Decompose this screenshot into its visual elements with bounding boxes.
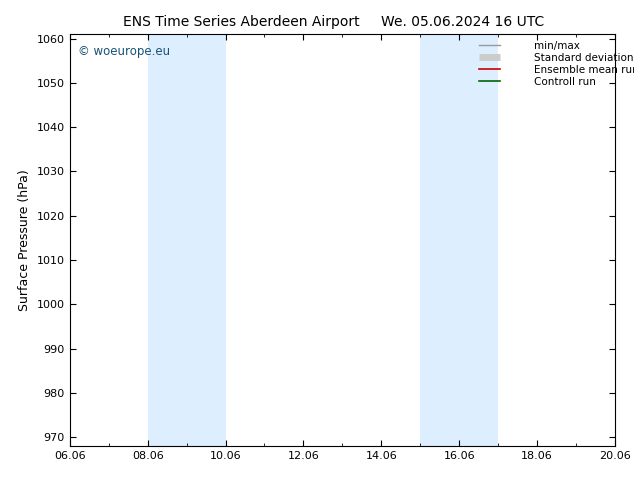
Text: ENS Time Series Aberdeen Airport: ENS Time Series Aberdeen Airport — [122, 15, 359, 29]
Text: We. 05.06.2024 16 UTC: We. 05.06.2024 16 UTC — [381, 15, 545, 29]
Legend: min/max, Standard deviation, Ensemble mean run, Controll run: min/max, Standard deviation, Ensemble me… — [476, 37, 612, 90]
Y-axis label: Surface Pressure (hPa): Surface Pressure (hPa) — [18, 169, 31, 311]
Bar — [420, 34, 498, 446]
Bar — [148, 34, 226, 446]
Text: © woeurope.eu: © woeurope.eu — [78, 45, 170, 58]
